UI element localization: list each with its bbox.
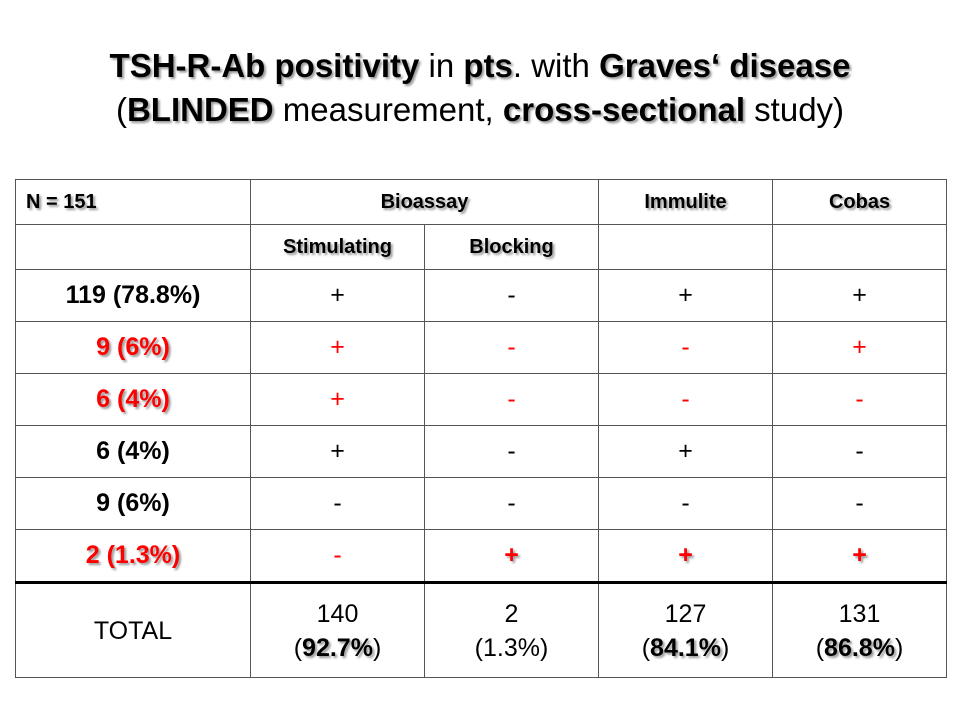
total-count: 131 [838, 599, 881, 628]
row-count-label: 9 (6%) [15, 477, 251, 530]
empty-cell [772, 224, 947, 270]
result-cell: - [598, 321, 773, 374]
title-segment: cross-sectional [502, 91, 745, 128]
result-cell: + [598, 269, 773, 322]
result-cell: + [772, 269, 947, 322]
total-percent: 84.1% [650, 633, 721, 662]
title-line-1: TSH-R-Ab positivity in pts. with Graves‘… [0, 44, 960, 88]
row-count-label: 9 (6%) [15, 321, 251, 374]
header-blocking: Blocking [424, 224, 599, 270]
result-cell: - [598, 373, 773, 426]
header-cobas: Cobas [772, 179, 947, 225]
result-cell: + [250, 269, 425, 322]
table-row: 6 (4%) + - + - [15, 425, 947, 478]
row-count-label: 2 (1.3%) [15, 529, 251, 583]
title-segment: Graves‘ disease [599, 47, 851, 84]
empty-cell [598, 224, 773, 270]
result-cell: - [424, 321, 599, 374]
result-cell: - [424, 373, 599, 426]
total-percent: 1.3% [483, 633, 540, 662]
result-cell: - [772, 477, 947, 530]
total-percent: 86.8% [824, 633, 895, 662]
row-count-label: 119 (78.8%) [15, 269, 251, 322]
result-cell: - [250, 477, 425, 530]
table-row: 9 (6%) + - - + [15, 321, 947, 374]
result-cell: - [772, 425, 947, 478]
result-cell: - [772, 373, 947, 426]
results-table: N = 151 Bioassay Immulite Cobas Stimulat… [15, 179, 947, 678]
total-cell: 2 (1.3%) [424, 581, 599, 678]
result-cell: - [598, 477, 773, 530]
header-immulite: Immulite [598, 179, 773, 225]
slide-title: TSH-R-Ab positivity in pts. with Graves‘… [0, 44, 960, 132]
result-cell: + [772, 321, 947, 374]
result-cell: + [598, 529, 773, 583]
table-row: 2 (1.3%) - + + + [15, 529, 947, 583]
result-cell: + [424, 529, 599, 583]
title-segment: study) [745, 91, 845, 128]
total-count: 127 [664, 599, 707, 628]
result-cell: - [250, 529, 425, 583]
total-cell: 140 (92.7%) [250, 581, 425, 678]
title-segment: BLINDED [126, 91, 274, 128]
title-line-2: (BLINDED measurement, cross-sectional st… [0, 88, 960, 132]
total-cell: 131 (86.8%) [772, 581, 947, 678]
total-row: TOTAL 140 (92.7%) 2 (1.3%) 127 (84.1%) 131 (86.8… [15, 581, 947, 678]
row-count-label: 6 (4%) [15, 425, 251, 478]
subheader-row: Stimulating Blocking [15, 224, 947, 270]
result-cell: + [772, 529, 947, 583]
table-row: 6 (4%) + - - - [15, 373, 947, 426]
result-cell: + [598, 425, 773, 478]
result-cell: + [250, 425, 425, 478]
title-segment: ( [115, 91, 127, 128]
n-label: N = 151 [15, 179, 251, 225]
empty-cell [15, 224, 251, 270]
header-row: N = 151 Bioassay Immulite Cobas [15, 179, 947, 225]
total-count: 2 [504, 599, 519, 628]
result-cell: + [250, 321, 425, 374]
result-cell: - [424, 269, 599, 322]
total-cell: 127 (84.1%) [598, 581, 773, 678]
row-count-label: 6 (4%) [15, 373, 251, 426]
table-row: 119 (78.8%) + - + + [15, 269, 947, 322]
header-bioassay: Bioassay [250, 179, 599, 225]
result-cell: - [424, 425, 599, 478]
header-stimulating: Stimulating [250, 224, 425, 270]
title-segment: in [419, 47, 464, 84]
total-percent: 92.7% [302, 633, 373, 662]
total-label: TOTAL [15, 581, 251, 678]
title-segment: pts [463, 47, 513, 84]
table-row: 9 (6%) - - - - [15, 477, 947, 530]
total-count: 140 [316, 599, 359, 628]
title-segment: TSH-R-Ab positivity [109, 47, 420, 84]
title-segment: measurement, [273, 91, 503, 128]
result-cell: - [424, 477, 599, 530]
title-segment: . with [512, 47, 600, 84]
result-cell: + [250, 373, 425, 426]
